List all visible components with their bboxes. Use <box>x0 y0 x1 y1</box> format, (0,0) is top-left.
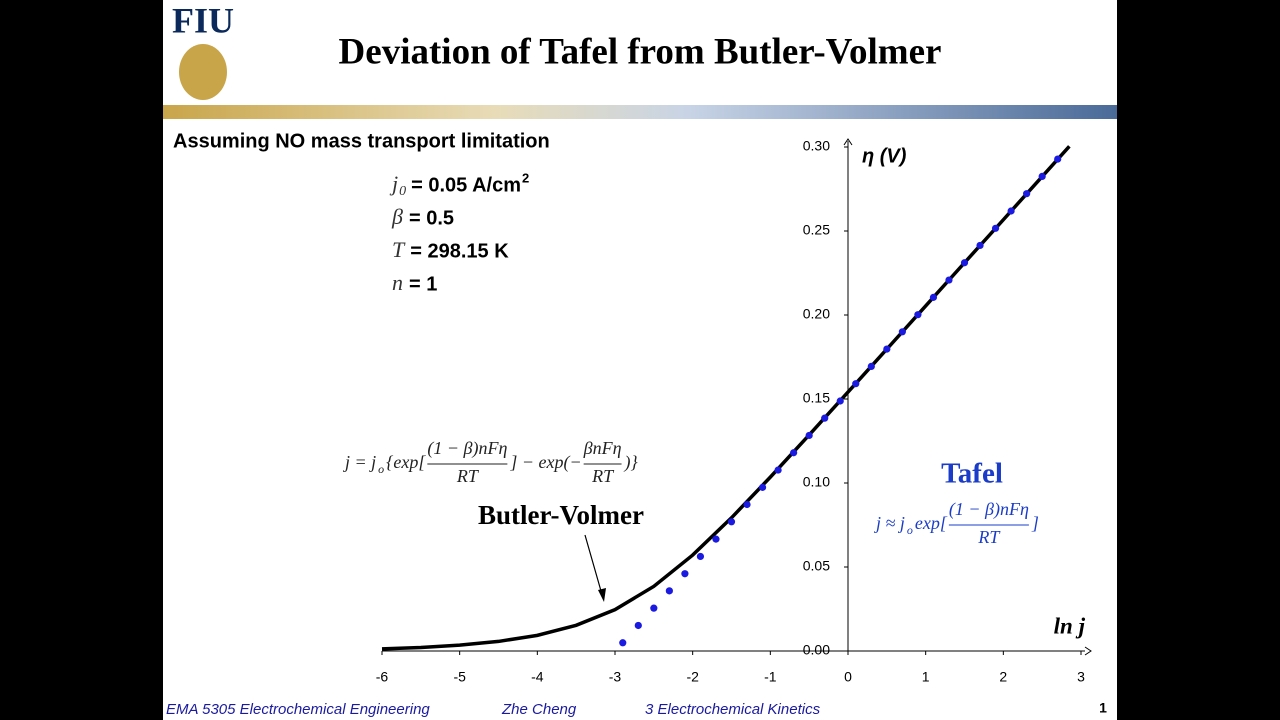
footer-author: Zhe Cheng <box>501 701 577 718</box>
equation-denominator: RT <box>456 466 480 486</box>
series-dot <box>1054 155 1062 163</box>
equation-denominator: RT <box>591 466 615 486</box>
x-tick-label: 2 <box>999 669 1007 685</box>
x-tick-label: 1 <box>922 669 930 685</box>
y-tick-label: 0.00 <box>803 642 830 658</box>
x-tick-label: -5 <box>453 669 466 685</box>
param-subscript: 0 <box>399 184 406 199</box>
equation-subscript: o <box>907 523 913 537</box>
series-dot <box>976 241 984 250</box>
equation-text: ] − exp(− <box>509 452 581 473</box>
tafel-label: Tafel <box>941 458 1003 490</box>
bv-label: Butler-Volmer <box>478 500 644 530</box>
slide-background <box>163 0 1117 720</box>
y-tick-label: 0.15 <box>803 390 830 406</box>
y-axis-label: η (V) <box>862 145 907 167</box>
arrow <box>584 534 604 599</box>
equation-denominator: RT <box>977 527 1001 547</box>
y-axis-arrow <box>843 138 853 146</box>
equation-text: j = j <box>343 452 376 472</box>
logo: FIU <box>172 0 234 40</box>
series-dot <box>665 587 673 595</box>
subtitle: Assuming NO mass transport limitation <box>173 130 550 152</box>
series-dot <box>945 276 953 284</box>
series-dot <box>712 535 720 543</box>
equation-text: )} <box>624 452 639 473</box>
param-value: = 1 <box>409 273 437 295</box>
chart: -6 -5 -4 -3 -2 -1 0 1 2 3 0.00 0.05 0.10 0.15 0.20 0.25… <box>376 138 1092 685</box>
param-symbol: n <box>392 270 403 295</box>
series-dot <box>758 483 767 491</box>
y-tick-label: 0.30 <box>803 138 830 154</box>
x-tick-label: -1 <box>764 669 777 685</box>
param-value: = 298.15 K <box>410 240 509 262</box>
equation-text: {exp[ <box>386 452 426 472</box>
x-tick-label: -3 <box>609 669 622 685</box>
series-dot <box>650 604 658 612</box>
series-dot <box>929 293 938 301</box>
header-bar <box>163 105 1117 119</box>
slide-title: Deviation of Tafel from Butler-Volmer <box>339 31 942 72</box>
x-tick-label: -6 <box>376 669 389 685</box>
equation-numerator: (1 − β)nFη <box>949 499 1029 520</box>
series-dot <box>634 621 642 630</box>
series-dot <box>960 259 969 267</box>
series-dot <box>867 362 875 371</box>
series-dot <box>898 328 906 336</box>
footer-chapter: 3 Electrochemical Kinetics <box>645 701 821 718</box>
series-dot <box>836 397 844 405</box>
param-value: = 0.05 A/cm <box>411 174 521 196</box>
series-dot <box>852 380 860 388</box>
equation-text: ] <box>1031 513 1039 533</box>
arrow-head <box>598 588 606 602</box>
equation-subscript: o <box>378 462 384 476</box>
equation-text: exp[ <box>915 513 948 533</box>
param-symbol: β <box>391 204 403 229</box>
series-dot <box>681 570 689 578</box>
series-dot <box>883 345 891 353</box>
equation-text: j ≈ j <box>874 513 905 533</box>
param-symbol: T <box>392 237 406 262</box>
param-superscript: 2 <box>522 170 529 185</box>
y-tick-label: 0.10 <box>803 474 830 490</box>
series-dot <box>914 311 922 319</box>
x-axis-arrow <box>1084 646 1092 656</box>
x-tick-label: -4 <box>531 669 544 685</box>
x-tick-label: -2 <box>686 669 699 685</box>
series-dot <box>1007 207 1015 215</box>
x-tick-label: 3 <box>1077 669 1085 685</box>
equation-numerator: (1 − β)nFη <box>427 438 507 459</box>
equation-numerator: βnFη <box>583 438 622 458</box>
y-tick-label: 0.25 <box>803 222 830 238</box>
parameters: j 0 = 0.05 A/cm 2 β = 0.5T = 298.15 K n = 1 <box>389 170 529 295</box>
logo-panther <box>179 44 227 100</box>
series-dot <box>790 449 798 457</box>
series-dot <box>774 466 782 474</box>
series-dot <box>727 518 736 526</box>
x-tick-label: 0 <box>844 669 852 685</box>
series-dot <box>821 414 829 422</box>
y-tick-label: 0.20 <box>803 306 830 322</box>
footer-course: EMA 5305 Electrochemical Engineering <box>166 701 430 718</box>
series-dot <box>743 500 751 509</box>
series-dot <box>619 639 627 647</box>
x-axis-label: ln j <box>1054 613 1086 638</box>
series-dot <box>1023 190 1031 198</box>
param-value: = 0.5 <box>409 207 454 229</box>
series-dot <box>1038 172 1046 180</box>
series-dot <box>696 552 705 561</box>
y-tick-label: 0.05 <box>803 558 830 574</box>
series-dot <box>805 431 813 440</box>
series-dot <box>991 224 1000 232</box>
page-number: 1 <box>1099 700 1107 716</box>
param-symbol: j <box>389 171 398 196</box>
